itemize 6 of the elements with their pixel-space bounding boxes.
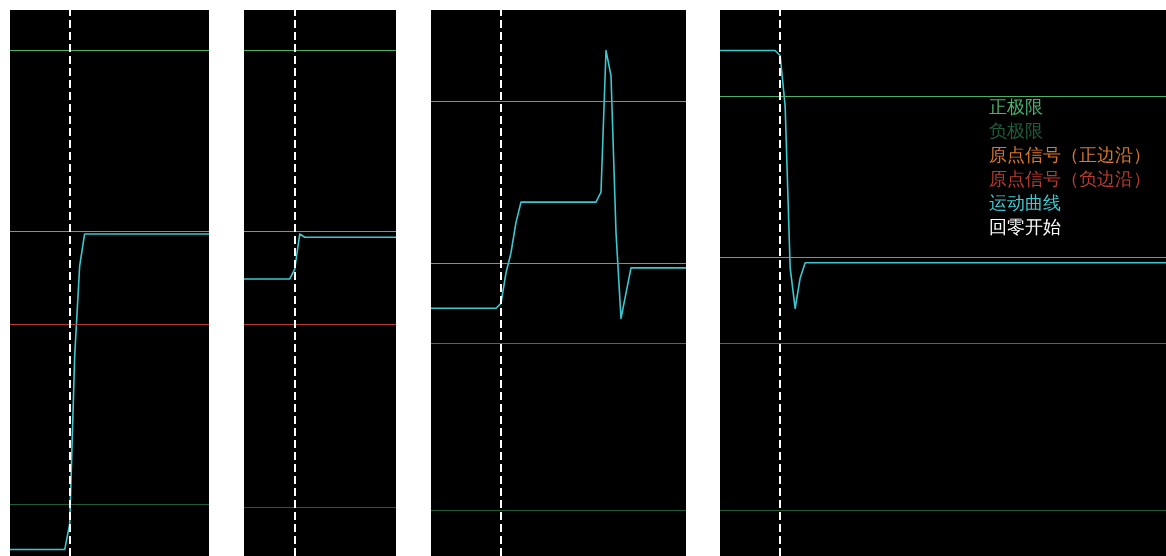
ref-line-label: 原点信号（负边沿）	[989, 167, 1151, 189]
ref-line-label: 原点信号（正边沿）	[989, 143, 1151, 165]
text: 运动曲线	[989, 191, 1061, 213]
text: 回零开始	[989, 215, 1061, 237]
ref-line-label: 正极限	[989, 95, 1043, 117]
ref-line-label: 负极限	[989, 119, 1043, 141]
